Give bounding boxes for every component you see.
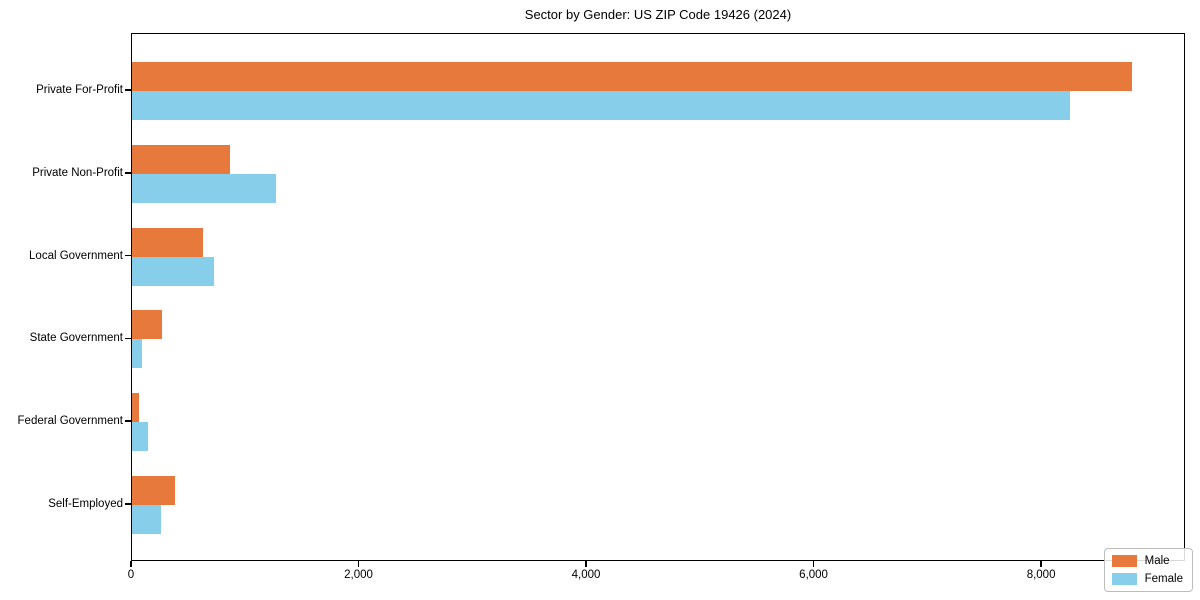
bar-female — [132, 422, 148, 452]
y-tick-label: State Government — [29, 332, 123, 345]
x-tick-label: 4,000 — [571, 569, 601, 581]
y-tick-label: Private For-Profit — [36, 84, 123, 97]
legend-label: Male — [1144, 555, 1170, 567]
plot-area — [131, 33, 1185, 561]
y-tick-mark — [125, 89, 131, 91]
bar-male — [132, 393, 139, 423]
x-tick-mark — [585, 561, 587, 567]
y-tick-label: Self-Employed — [48, 497, 123, 510]
legend-swatch-male — [1111, 555, 1137, 567]
bar-female — [132, 91, 1070, 121]
y-tick-mark — [125, 337, 131, 340]
bar-male — [132, 475, 176, 505]
bar-male — [132, 310, 163, 340]
y-tick-mark — [125, 503, 131, 505]
legend-row: Male — [1111, 555, 1183, 567]
bar-male — [132, 144, 230, 174]
x-tick-label: 2,000 — [344, 569, 373, 581]
y-tick-label: Federal Government — [17, 415, 123, 428]
y-tick-label: Local Government — [29, 249, 123, 262]
x-tick-mark — [1040, 561, 1042, 567]
bar-female — [132, 256, 214, 286]
x-tick-mark — [130, 561, 132, 567]
bar-female — [132, 173, 276, 203]
bar-male — [132, 227, 203, 257]
x-tick-label: 6,000 — [799, 569, 828, 581]
x-tick-label: 8,000 — [1026, 569, 1056, 581]
legend-label: Female — [1144, 573, 1183, 585]
x-tick-mark — [812, 561, 815, 567]
legend: Male Female — [1103, 548, 1193, 592]
x-tick-mark — [357, 561, 360, 567]
x-tick-label: 0 — [127, 569, 135, 581]
y-tick-mark — [125, 254, 131, 257]
legend-row: Female — [1111, 573, 1183, 585]
bar-female — [132, 504, 161, 534]
legend-swatch-female — [1111, 573, 1137, 585]
y-tick-mark — [125, 420, 131, 422]
chart-title: Sector by Gender: US ZIP Code 19426 (202… — [524, 7, 792, 22]
y-tick-mark — [125, 172, 131, 174]
bar-male — [132, 62, 1133, 92]
bar-female — [132, 339, 143, 369]
y-tick-label: Private Non-Profit — [32, 166, 123, 179]
